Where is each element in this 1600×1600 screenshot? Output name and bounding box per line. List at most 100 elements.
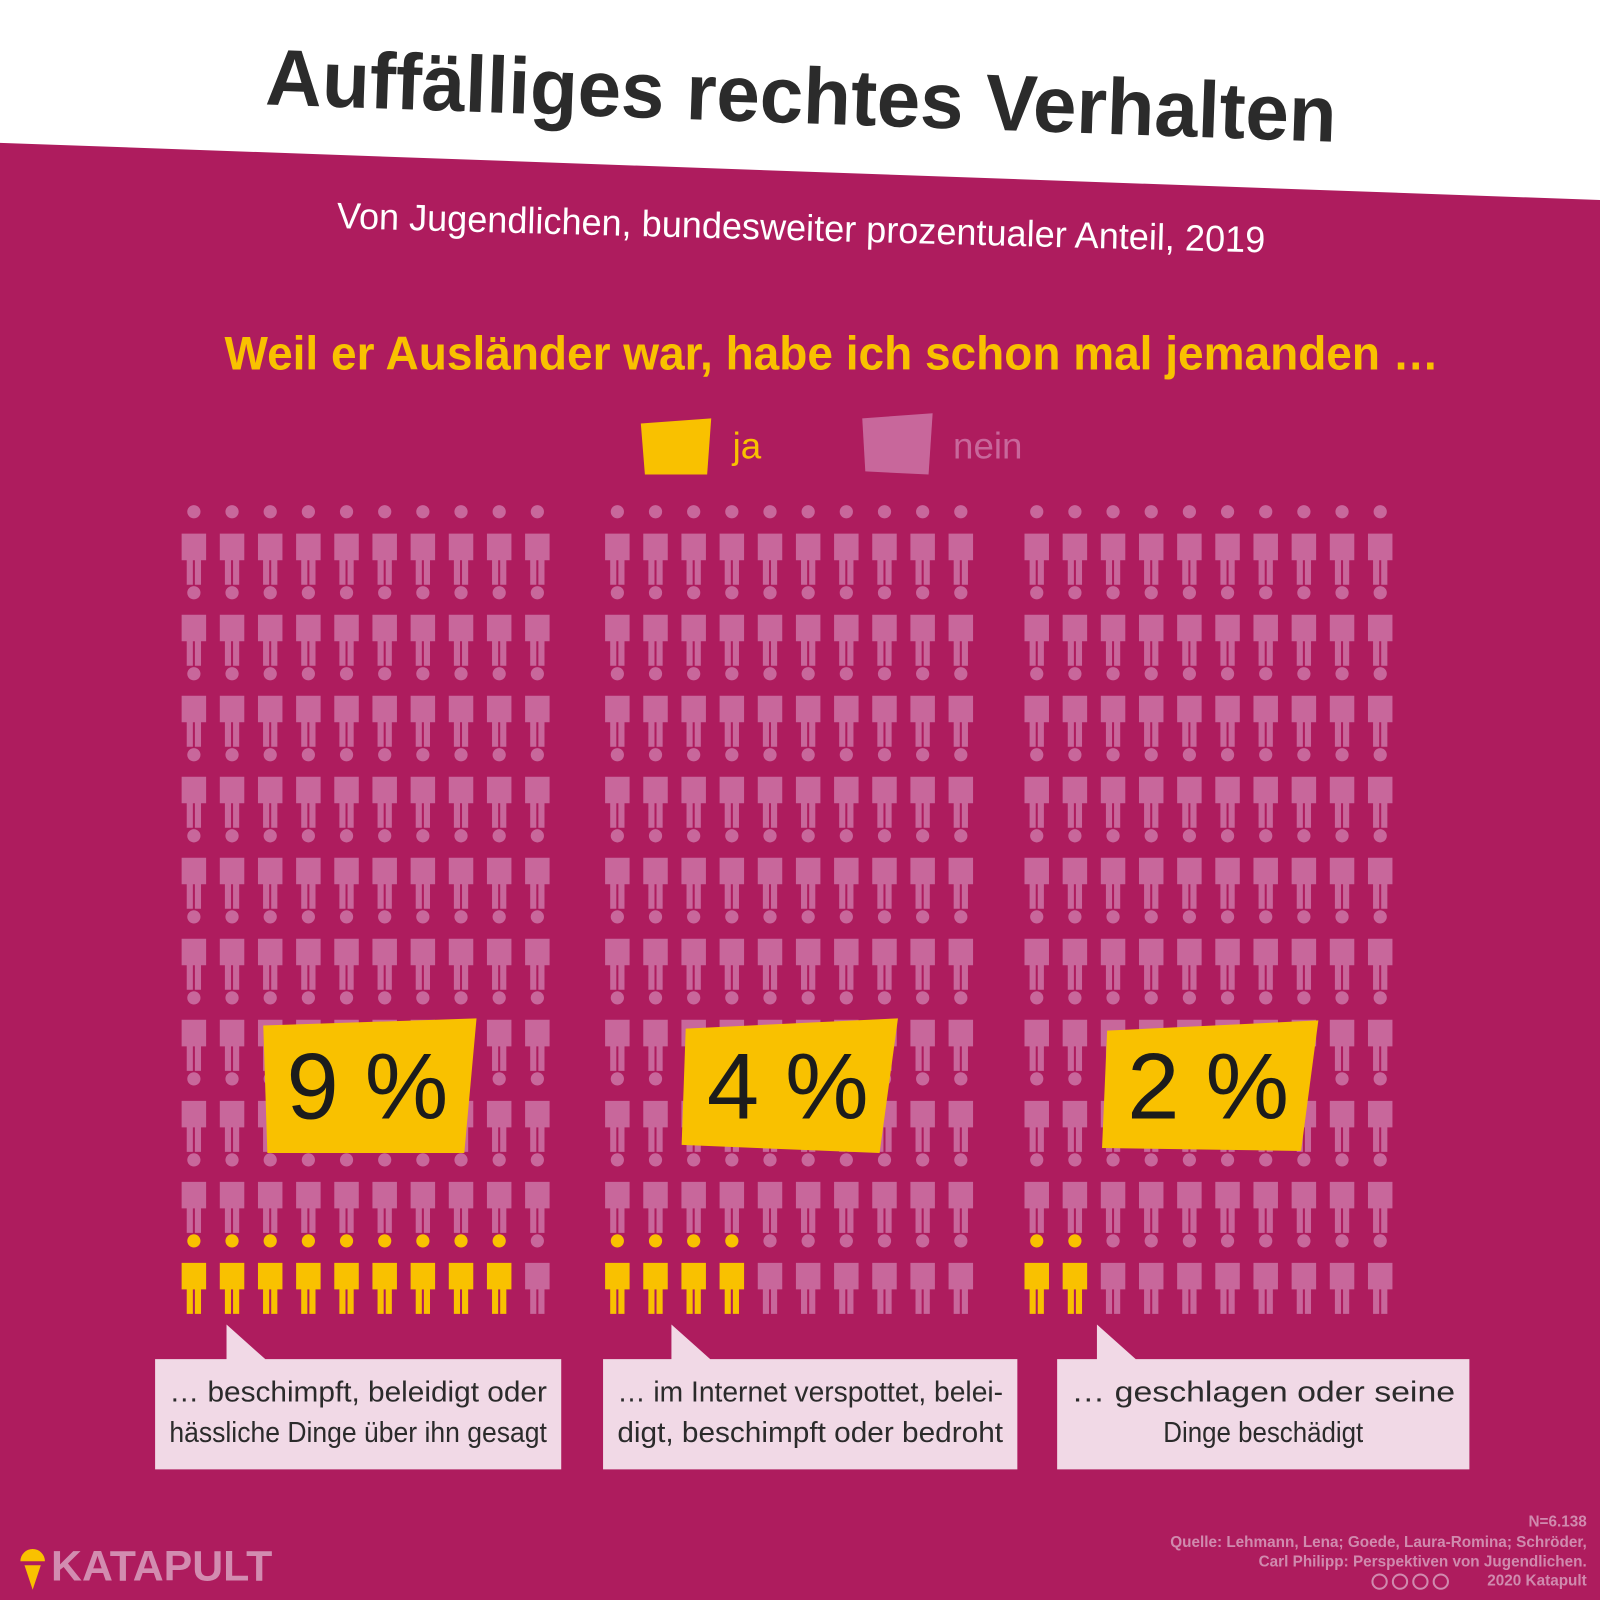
person-icon bbox=[757, 667, 783, 747]
percent-label: 2 % bbox=[1127, 1034, 1289, 1139]
person-icon bbox=[757, 910, 783, 990]
person-icon bbox=[1024, 748, 1049, 828]
person-icon bbox=[372, 829, 397, 909]
caption: … im Internet verspottet, belei- bbox=[617, 1376, 1003, 1408]
person-icon bbox=[1215, 829, 1240, 909]
person-icon bbox=[1177, 1234, 1202, 1314]
person-icon bbox=[1291, 667, 1317, 747]
person-icon bbox=[910, 910, 935, 990]
person-icon bbox=[410, 829, 436, 909]
title-band bbox=[0, 0, 1600, 200]
person-icon bbox=[605, 829, 630, 909]
percent-label: 4 % bbox=[707, 1034, 869, 1139]
percent-box bbox=[681, 1018, 898, 1154]
caption: digt, beschimpft oder bedroht bbox=[617, 1417, 1003, 1449]
person-icon bbox=[719, 910, 745, 990]
person-icon bbox=[486, 667, 512, 747]
person-icon bbox=[219, 505, 245, 585]
person-icon bbox=[681, 586, 706, 666]
person-icon bbox=[1138, 586, 1164, 666]
person-icon bbox=[448, 505, 474, 585]
person-icon bbox=[643, 505, 668, 585]
person-icon bbox=[605, 586, 630, 666]
person-icon bbox=[1367, 667, 1393, 747]
person-icon bbox=[1253, 1153, 1278, 1233]
caption: … geschlagen oder seine bbox=[1071, 1376, 1455, 1408]
person-icon bbox=[795, 748, 821, 828]
person-icon bbox=[334, 667, 359, 747]
person-icon bbox=[910, 667, 935, 747]
person-icon bbox=[219, 667, 245, 747]
person-icon bbox=[257, 829, 283, 909]
caption-box bbox=[603, 1324, 1018, 1470]
person-icon bbox=[1215, 910, 1240, 990]
percent-box bbox=[1102, 1020, 1319, 1152]
person-icon bbox=[1100, 910, 1126, 990]
person-icon bbox=[219, 1072, 245, 1152]
person-icon bbox=[605, 1234, 630, 1314]
person-icon bbox=[1329, 1153, 1355, 1233]
person-icon bbox=[1367, 829, 1393, 909]
person-icon bbox=[1291, 1234, 1317, 1314]
legend-label: nein bbox=[953, 426, 1022, 467]
person-icon bbox=[1177, 586, 1202, 666]
percent-box bbox=[263, 1018, 477, 1154]
person-icon bbox=[643, 991, 668, 1071]
person-icon bbox=[681, 829, 706, 909]
person-icon bbox=[1253, 667, 1278, 747]
person-icon bbox=[181, 1072, 207, 1152]
person-icon bbox=[910, 748, 935, 828]
person-icon bbox=[910, 829, 935, 909]
person-icon bbox=[1177, 829, 1202, 909]
person-icon bbox=[1024, 505, 1049, 585]
person-icon bbox=[525, 991, 550, 1071]
person-icon bbox=[1329, 1234, 1355, 1314]
person-icon bbox=[181, 748, 207, 828]
person-icon bbox=[448, 910, 474, 990]
person-icon bbox=[296, 748, 321, 828]
person-icon bbox=[296, 910, 321, 990]
person-icon bbox=[257, 910, 283, 990]
person-icon bbox=[1329, 667, 1355, 747]
person-icon bbox=[643, 910, 668, 990]
person-icon bbox=[910, 505, 935, 585]
person-icon bbox=[486, 1234, 512, 1314]
legend-swatch bbox=[640, 418, 712, 475]
person-icon bbox=[525, 667, 550, 747]
person-icon bbox=[1177, 505, 1202, 585]
person-icon bbox=[372, 505, 397, 585]
person-icon bbox=[1367, 505, 1393, 585]
person-icon bbox=[410, 748, 436, 828]
person-icon bbox=[834, 1153, 859, 1233]
person-icon bbox=[795, 586, 821, 666]
person-icon bbox=[525, 1153, 550, 1233]
person-icon bbox=[1024, 1234, 1049, 1314]
person-icon bbox=[1100, 586, 1126, 666]
person-icon bbox=[486, 505, 512, 585]
person-icon bbox=[948, 505, 974, 585]
person-icon bbox=[410, 505, 436, 585]
person-icon bbox=[448, 1234, 474, 1314]
person-icon bbox=[1062, 910, 1088, 990]
person-icon bbox=[1253, 910, 1278, 990]
person-icon bbox=[1253, 829, 1278, 909]
person-icon bbox=[486, 586, 512, 666]
person-icon bbox=[219, 748, 245, 828]
person-icon bbox=[834, 910, 859, 990]
person-icon bbox=[296, 505, 321, 585]
person-icon bbox=[372, 586, 397, 666]
person-icon bbox=[1291, 505, 1317, 585]
caption-box bbox=[1057, 1324, 1470, 1470]
person-icon bbox=[372, 1153, 397, 1233]
person-icon bbox=[681, 1234, 706, 1314]
person-icon bbox=[1062, 829, 1088, 909]
person-icon bbox=[872, 1153, 897, 1233]
person-icon bbox=[681, 1153, 706, 1233]
person-icon bbox=[448, 667, 474, 747]
person-icon bbox=[643, 1234, 668, 1314]
person-icon bbox=[757, 829, 783, 909]
person-icon bbox=[795, 1153, 821, 1233]
person-icon bbox=[1138, 505, 1164, 585]
person-icon bbox=[296, 829, 321, 909]
percent-label: 9 % bbox=[286, 1034, 448, 1139]
